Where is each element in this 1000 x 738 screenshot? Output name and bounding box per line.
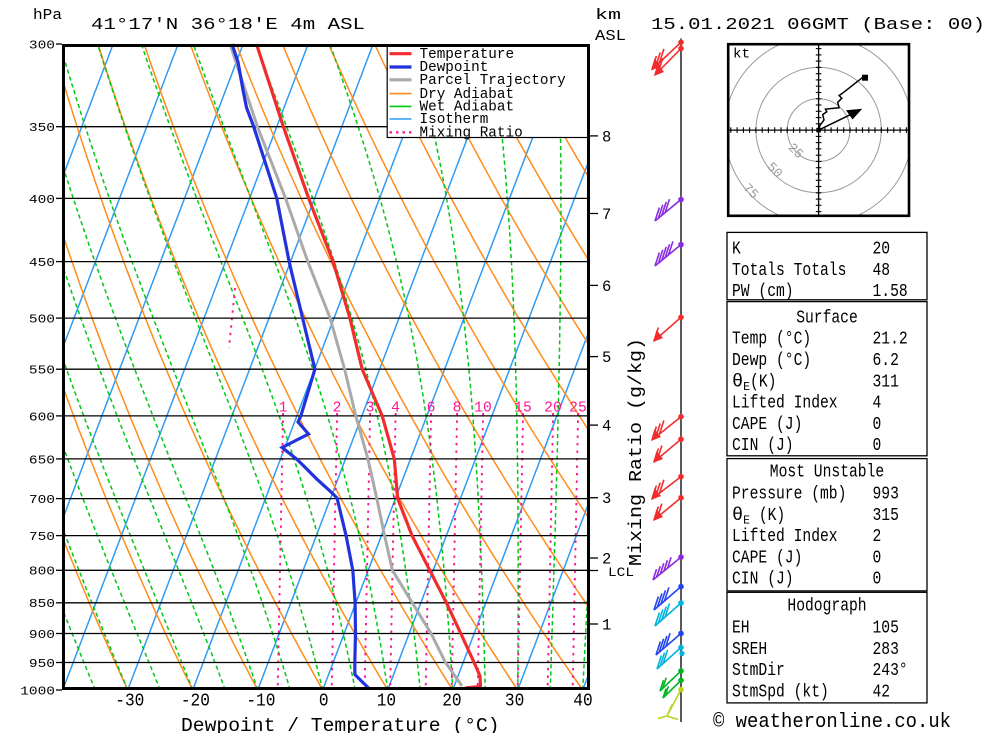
- svg-text:5: 5: [602, 349, 611, 367]
- svg-text:993: 993: [873, 484, 899, 505]
- svg-text:2: 2: [333, 401, 342, 417]
- svg-text:LCL: LCL: [608, 566, 634, 580]
- svg-text:Hodograph: Hodograph: [787, 596, 866, 617]
- svg-text:311: 311: [873, 371, 899, 392]
- svg-text:Temp (°C): Temp (°C): [732, 329, 811, 350]
- svg-text:CIN (J): CIN (J): [732, 569, 794, 590]
- svg-text:0: 0: [873, 569, 882, 590]
- svg-text:Mixing Ratio (g/kg): Mixing Ratio (g/kg): [627, 338, 647, 566]
- svg-text:Most Unstable: Most Unstable: [770, 462, 884, 483]
- svg-text:-30: -30: [115, 690, 144, 712]
- svg-text:SREH: SREH: [732, 639, 767, 660]
- svg-text:Lifted Index: Lifted Index: [732, 393, 838, 414]
- svg-text:400: 400: [29, 193, 55, 207]
- svg-text:kt: kt: [733, 47, 750, 63]
- svg-text:Lifted Index: Lifted Index: [732, 526, 838, 547]
- svg-text:6: 6: [602, 278, 611, 296]
- svg-text:105: 105: [873, 618, 899, 639]
- svg-text:Temperature: Temperature: [420, 47, 515, 63]
- svg-text:950: 950: [29, 657, 55, 671]
- svg-text:350: 350: [29, 121, 55, 135]
- svg-text:CAPE (J): CAPE (J): [732, 547, 802, 568]
- svg-text:600: 600: [29, 410, 55, 424]
- svg-text:20: 20: [442, 690, 461, 712]
- svg-text:3: 3: [366, 401, 375, 417]
- svg-text:650: 650: [29, 453, 55, 467]
- svg-text:42: 42: [873, 682, 891, 703]
- svg-text:Pressure (mb): Pressure (mb): [732, 484, 846, 505]
- svg-text:CAPE (J): CAPE (J): [732, 414, 802, 435]
- svg-text:6.2: 6.2: [873, 350, 899, 371]
- svg-text:StmSpd (kt): StmSpd (kt): [732, 682, 829, 703]
- svg-text:500: 500: [29, 313, 55, 327]
- svg-text:PW (cm): PW (cm): [732, 281, 794, 302]
- svg-text:243°: 243°: [873, 660, 908, 681]
- svg-text:15: 15: [514, 401, 532, 417]
- svg-text:1: 1: [279, 401, 288, 417]
- svg-text:Dry Adiabat: Dry Adiabat: [420, 87, 515, 103]
- svg-text:0: 0: [873, 414, 882, 435]
- svg-text:EH: EH: [732, 618, 750, 639]
- svg-text:© weatheronline.co.uk: © weatheronline.co.uk: [713, 711, 951, 733]
- svg-text:1000: 1000: [20, 684, 55, 698]
- svg-text:1: 1: [602, 617, 611, 635]
- svg-text:20: 20: [873, 239, 891, 260]
- svg-text:315: 315: [873, 505, 899, 526]
- svg-text:300: 300: [29, 38, 55, 52]
- svg-text:Dewp (°C): Dewp (°C): [732, 350, 811, 371]
- svg-text:θE (K): θE (K): [732, 505, 785, 528]
- svg-text:900: 900: [29, 628, 55, 642]
- svg-text:CIN (J): CIN (J): [732, 435, 794, 456]
- svg-text:2: 2: [602, 551, 611, 569]
- svg-text:48: 48: [873, 260, 891, 281]
- svg-text:6: 6: [427, 401, 436, 417]
- svg-text:700: 700: [29, 493, 55, 507]
- svg-text:0: 0: [873, 435, 882, 456]
- svg-text:10: 10: [377, 690, 396, 712]
- svg-text:40: 40: [573, 690, 592, 712]
- svg-text:8: 8: [453, 401, 462, 417]
- svg-text:10: 10: [474, 401, 492, 417]
- svg-text:Dewpoint: Dewpoint: [420, 60, 489, 76]
- svg-text:Parcel Trajectory: Parcel Trajectory: [420, 73, 566, 89]
- svg-text:4: 4: [602, 418, 611, 436]
- svg-text:750: 750: [29, 530, 55, 544]
- svg-text:Totals Totals: Totals Totals: [732, 260, 846, 281]
- svg-text:1.58: 1.58: [873, 281, 908, 302]
- svg-text:Isotherm: Isotherm: [420, 112, 489, 128]
- svg-text:4: 4: [873, 393, 882, 414]
- svg-text:550: 550: [29, 364, 55, 378]
- svg-text:K: K: [732, 239, 742, 260]
- svg-text:25: 25: [569, 401, 587, 417]
- svg-text:0: 0: [319, 690, 329, 712]
- svg-text:450: 450: [29, 256, 55, 270]
- svg-text:30: 30: [505, 690, 524, 712]
- svg-text:Dewpoint / Temperature (°C): Dewpoint / Temperature (°C): [181, 715, 500, 733]
- svg-text:4: 4: [391, 401, 400, 417]
- svg-text:41°17'N 36°18'E 4m ASL: 41°17'N 36°18'E 4m ASL: [91, 15, 365, 34]
- svg-text:20: 20: [544, 401, 562, 417]
- svg-text:hPa: hPa: [33, 7, 62, 24]
- svg-text:800: 800: [29, 565, 55, 579]
- svg-text:StmDir: StmDir: [732, 660, 785, 681]
- svg-text:km: km: [595, 7, 621, 24]
- svg-text:Surface: Surface: [796, 307, 858, 328]
- svg-text:8: 8: [602, 128, 611, 146]
- svg-text:7: 7: [602, 206, 611, 224]
- svg-text:Wet Adiabat: Wet Adiabat: [420, 100, 515, 116]
- svg-text:283: 283: [873, 639, 899, 660]
- svg-text:21.2: 21.2: [873, 329, 908, 350]
- svg-text:θE(K): θE(K): [732, 371, 776, 394]
- svg-text:-20: -20: [181, 690, 210, 712]
- svg-text:850: 850: [29, 597, 55, 611]
- svg-text:Mixing Ratio: Mixing Ratio: [420, 126, 523, 142]
- svg-text:0: 0: [873, 547, 882, 568]
- svg-text:-10: -10: [246, 690, 275, 712]
- svg-text:15.01.2021 06GMT (Base: 00): 15.01.2021 06GMT (Base: 00): [651, 15, 985, 34]
- svg-text:2: 2: [873, 526, 882, 547]
- svg-text:ASL: ASL: [595, 28, 626, 45]
- svg-text:3: 3: [602, 490, 611, 508]
